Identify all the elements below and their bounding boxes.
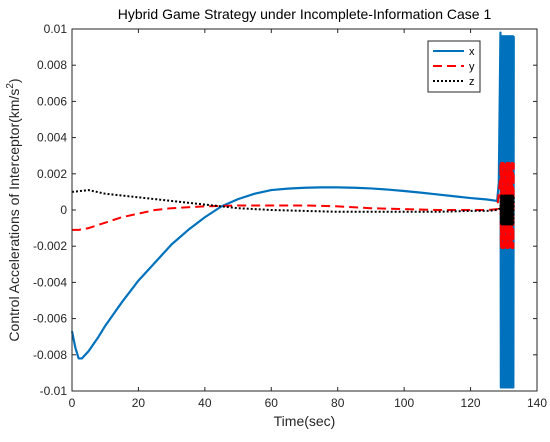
y-tick-label: 0.002	[37, 167, 67, 181]
x-axis-label: Time(sec)	[274, 413, 336, 429]
y-tick-label: 0	[60, 203, 67, 217]
y-tick-label: 0.01	[44, 22, 68, 36]
x-tick-label: 60	[265, 396, 279, 410]
x-tick-label: 20	[132, 396, 146, 410]
legend-label-x: x	[469, 46, 475, 58]
x-tick-label: 100	[394, 396, 414, 410]
y-axis-label-close: )	[6, 78, 22, 83]
x-tick-label: 80	[331, 396, 345, 410]
legend: xyz	[427, 40, 481, 93]
y-tick-label: -0.006	[33, 312, 67, 326]
x-tick-label: 0	[69, 396, 76, 410]
y-tick-label: -0.004	[33, 275, 67, 289]
ticks-layer: 0 20 40 60 80 100 120 140 -0.01 -0.008 -0.006 -0.00…	[33, 22, 547, 410]
y-tick-label: -0.01	[40, 384, 68, 398]
y-axis-label-main: Control Accelerations of Interceptor(km/…	[6, 89, 22, 342]
y-tick-label: -0.008	[33, 348, 67, 362]
x-tick-label: 140	[527, 396, 547, 410]
y-tick-label: -0.002	[33, 239, 67, 253]
y-axis-label-superscript: 2	[5, 83, 16, 89]
series-line-z	[71, 189, 515, 226]
chart-title: Hybrid Game Strategy under Incomplete-In…	[118, 6, 492, 22]
y-axis-label: Control Accelerations of Interceptor(km/…	[5, 78, 22, 341]
y-tick-label: 0.004	[37, 131, 67, 145]
y-tick-label: 0.006	[37, 94, 67, 108]
y-tick-label: 0.008	[37, 58, 67, 72]
x-tick-label: 120	[461, 396, 481, 410]
x-tick-label: 40	[198, 396, 212, 410]
legend-label-z: z	[469, 76, 475, 88]
series-layer	[70, 31, 515, 389]
legend-label-y: y	[469, 61, 475, 73]
